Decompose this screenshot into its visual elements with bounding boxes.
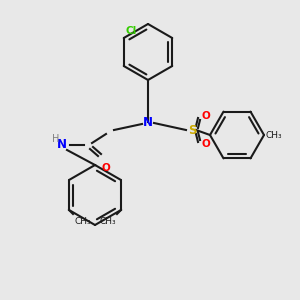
- Text: S: S: [188, 124, 196, 136]
- Text: O: O: [101, 163, 110, 173]
- Text: O: O: [202, 111, 211, 121]
- Text: CH₃: CH₃: [99, 217, 116, 226]
- Text: N: N: [143, 116, 153, 128]
- Text: O: O: [202, 139, 211, 149]
- Text: CH₃: CH₃: [266, 130, 283, 140]
- Text: CH₃: CH₃: [74, 217, 91, 226]
- Text: N: N: [57, 139, 67, 152]
- Text: H: H: [52, 134, 60, 144]
- Text: Cl: Cl: [126, 26, 137, 36]
